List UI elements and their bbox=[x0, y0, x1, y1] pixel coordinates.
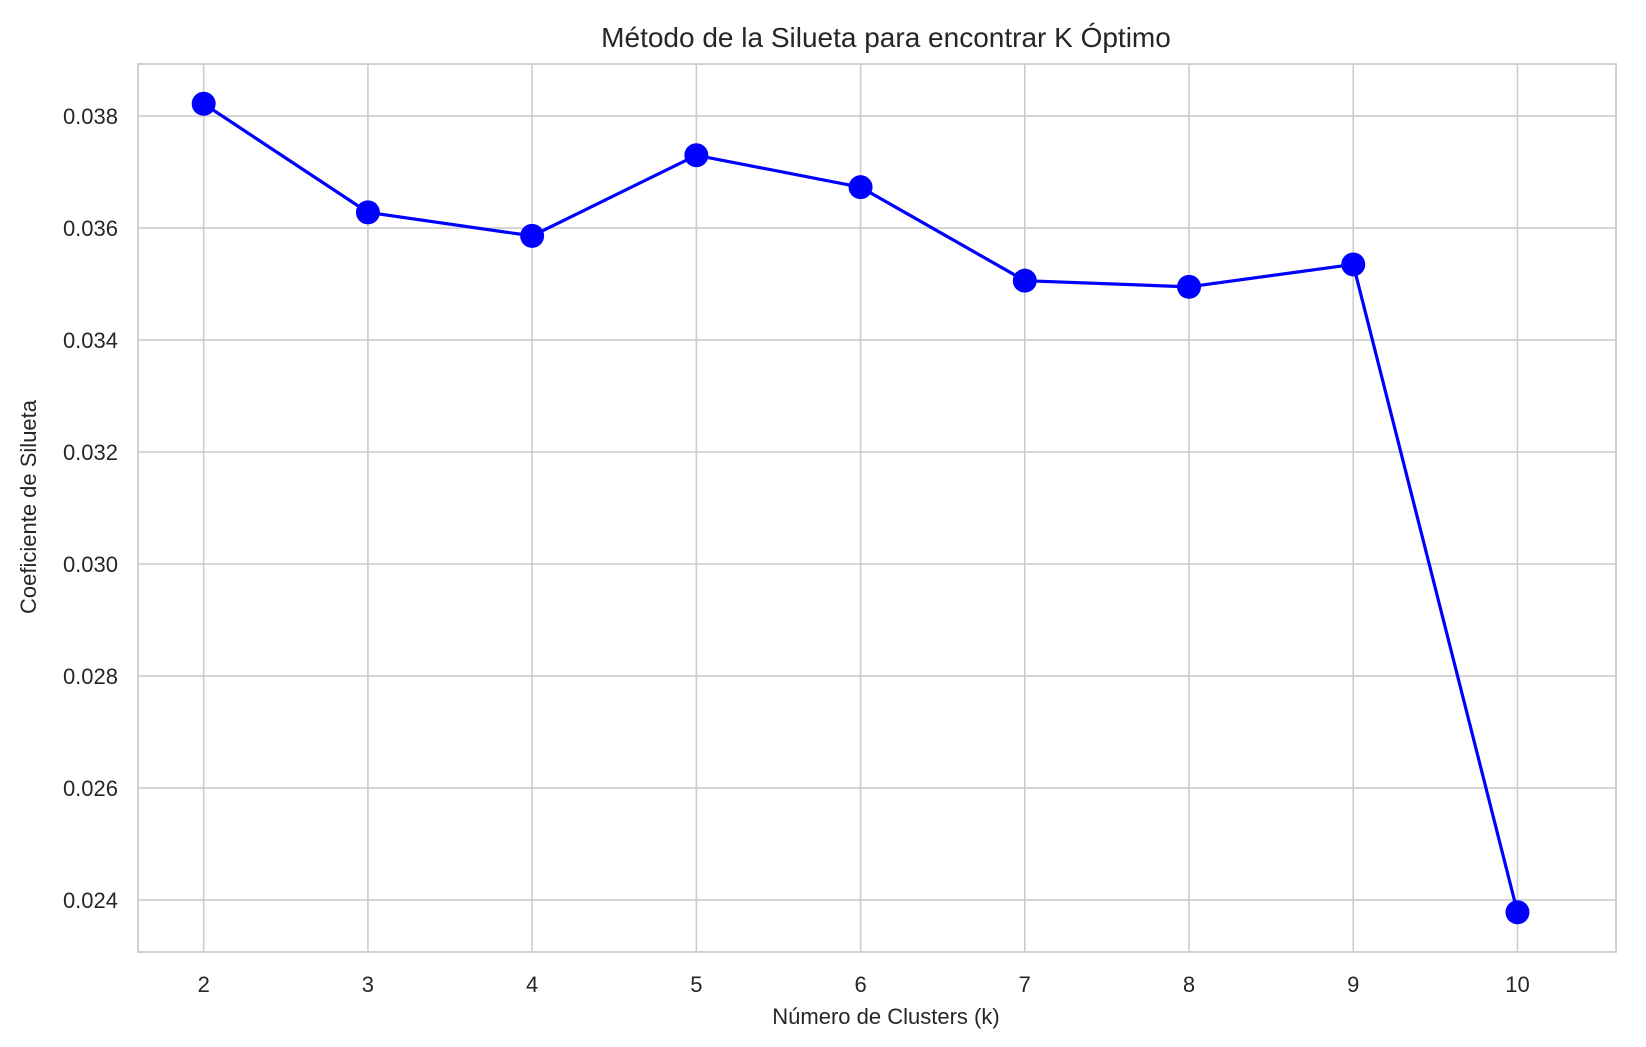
data-point bbox=[848, 175, 873, 200]
x-tick-label: 9 bbox=[1347, 972, 1359, 997]
x-tick-label: 8 bbox=[1183, 972, 1195, 997]
data-point bbox=[1177, 274, 1202, 299]
data-point bbox=[1505, 900, 1530, 925]
y-tick-label: 0.026 bbox=[63, 776, 118, 801]
data-point bbox=[1341, 252, 1366, 277]
x-tick-label: 2 bbox=[198, 972, 210, 997]
data-point bbox=[1012, 268, 1037, 293]
y-tick-label: 0.030 bbox=[63, 552, 118, 577]
data-points bbox=[191, 91, 1530, 925]
y-axis-label: Coeficiente de Silueta bbox=[16, 399, 41, 614]
x-tick-label: 3 bbox=[362, 972, 374, 997]
x-tick-label: 4 bbox=[526, 972, 538, 997]
x-tick-label: 7 bbox=[1019, 972, 1031, 997]
y-tick-label: 0.034 bbox=[63, 328, 118, 353]
x-tick-labels: 2 3 4 5 6 7 8 9 10 bbox=[198, 972, 1530, 997]
y-tick-label: 0.038 bbox=[63, 104, 118, 129]
plot-frame bbox=[137, 63, 1617, 953]
data-point bbox=[355, 200, 380, 225]
y-tick-label: 0.028 bbox=[63, 664, 118, 689]
y-tick-label: 0.032 bbox=[63, 440, 118, 465]
y-tick-label: 0.024 bbox=[63, 888, 118, 913]
chart-title: Método de la Silueta para encontrar K Óp… bbox=[601, 22, 1171, 53]
x-axis-label: Número de Clusters (k) bbox=[772, 1004, 999, 1029]
x-tick-label: 6 bbox=[854, 972, 866, 997]
y-tick-labels: 0.024 0.026 0.028 0.030 0.032 0.034 0.036 0.038 bbox=[63, 104, 118, 913]
y-tick-label: 0.036 bbox=[63, 216, 118, 241]
x-tick-label: 5 bbox=[690, 972, 702, 997]
data-point bbox=[520, 223, 545, 248]
data-point bbox=[684, 143, 709, 168]
data-point bbox=[191, 91, 216, 116]
grid bbox=[138, 64, 1616, 952]
x-tick-label: 10 bbox=[1505, 972, 1529, 997]
